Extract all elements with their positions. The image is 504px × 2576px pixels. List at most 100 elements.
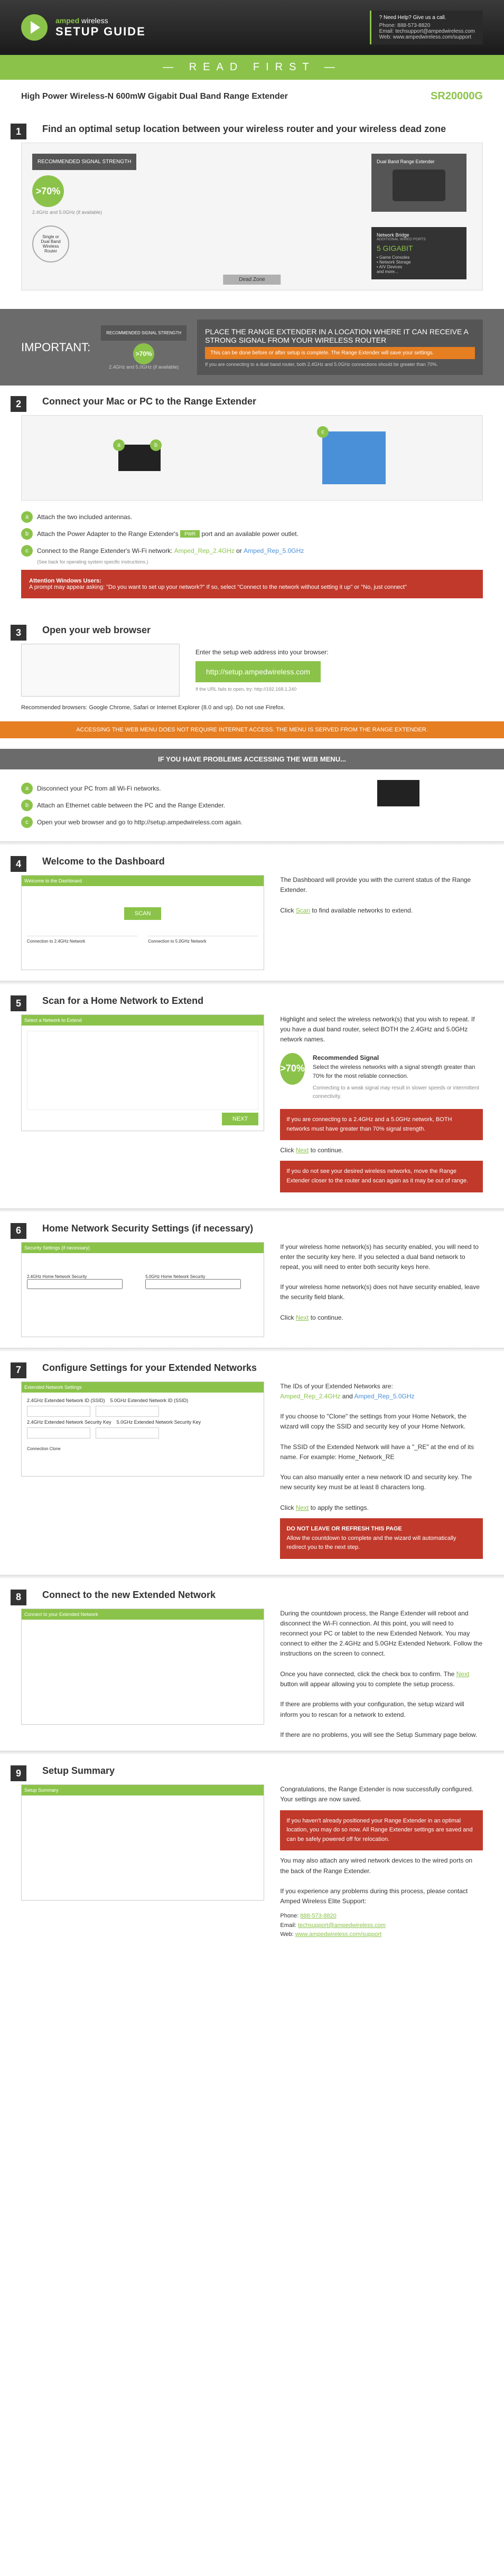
win-text: A prompt may appear asking: "Do you want… xyxy=(29,584,407,590)
next-btn[interactable]: NEXT xyxy=(222,1113,258,1125)
browser-rec: Recommended browsers: Google Chrome, Saf… xyxy=(21,704,483,711)
alt-url: If the URL fails to open, try: http://19… xyxy=(195,687,328,692)
important-label: IMPORTANT: xyxy=(21,341,90,354)
phone-label: Phone: xyxy=(280,1913,298,1919)
s7-red-sub: Allow the countdown to complete and the … xyxy=(286,1535,456,1551)
step-9-title: Setup Summary xyxy=(42,1765,483,1776)
s9-red: If you haven't already positioned your R… xyxy=(280,1810,483,1851)
conn24: Connection to 2.4GHz Network xyxy=(27,936,137,944)
important-text: PLACE THE RANGE EXTENDER IN A LOCATION W… xyxy=(197,319,483,375)
s7-f24: 2.4GHz Extended Network ID (SSID) xyxy=(27,1398,105,1403)
or: or xyxy=(236,547,242,554)
bridge-box: Network Bridge ADDITIONAL WIRED PORTS 5 … xyxy=(371,227,466,279)
help-phone: Phone: 888-573-8820 xyxy=(379,23,475,29)
step-8-title: Connect to the new Extended Network xyxy=(42,1590,483,1601)
s4-text1: The Dashboard will provide you with the … xyxy=(280,875,483,895)
step-9-number: 9 xyxy=(11,1765,26,1781)
help-web: Web: www.ampedwireless.com/support xyxy=(379,34,475,40)
s9-text1: Congratulations, the Range Extender is n… xyxy=(280,1784,483,1804)
extender-eth-icon xyxy=(377,780,419,806)
s5-next: Click Next to continue. xyxy=(280,1145,483,1155)
s8-text1: During the countdown process, the Range … xyxy=(280,1609,483,1659)
sec5-input[interactable] xyxy=(145,1279,241,1289)
scan-screenshot: Select a Network to Extend NEXT xyxy=(21,1014,264,1131)
placement-diagram: RECOMMENDED SIGNAL STRENGTH >70% 2.4GHz … xyxy=(21,143,483,290)
extender-icon: ab xyxy=(118,445,161,471)
step-1: 1 Find an optimal setup location between… xyxy=(0,113,504,309)
s6-f24: 2.4GHz Home Network Security xyxy=(27,1274,140,1279)
s5-red2: If you do not see your desired wireless … xyxy=(280,1161,483,1192)
s5-red1: If you are connecting to a 2.4GHz and a … xyxy=(280,1109,483,1140)
step-5: 5 Scan for a Home Network to Extend Sele… xyxy=(0,985,504,1208)
security-screenshot: Security Settings (if necessary) 2.4GHz … xyxy=(21,1242,264,1337)
reconnect-screenshot: Connect to your Extended Network xyxy=(21,1609,264,1725)
s6-text1: If your wireless home network(s) has sec… xyxy=(280,1242,483,1273)
sec24-input[interactable] xyxy=(27,1279,123,1289)
s9-text3: If you experience any problems during th… xyxy=(280,1886,483,1906)
step-6: 6 Home Network Security Settings (if nec… xyxy=(0,1212,504,1348)
step-3: 3 Open your web browser Enter the setup … xyxy=(0,614,504,721)
router-circle: Single or Dual Band Wireless Router xyxy=(32,225,69,262)
ss9-title: Setup Summary xyxy=(22,1785,264,1795)
s6-text2: If your wireless home network(s) does no… xyxy=(280,1282,483,1302)
web-val[interactable]: www.ampedwireless.com/support xyxy=(295,1931,381,1938)
inst-a: aAttach the two included antennas. xyxy=(21,509,483,525)
ssid24-input[interactable] xyxy=(27,1406,90,1417)
email-label: Email: xyxy=(280,1922,296,1929)
inst-b: bAttach the Power Adapter to the Range E… xyxy=(21,525,483,542)
signal-pct: >70% xyxy=(32,175,64,207)
conn5: Connection to 5.0GHz Network xyxy=(148,936,258,944)
play-icon xyxy=(21,14,48,41)
step-1-number: 1 xyxy=(11,124,26,139)
setup-url[interactable]: http://setup.ampedwireless.com xyxy=(195,661,321,682)
bridge-items: • Game Consoles • Network Storage • A/V … xyxy=(377,255,461,274)
email-val[interactable]: techsupport@ampedwireless.com xyxy=(298,1922,386,1929)
product-header: High Power Wireless-N 600mW Gigabit Dual… xyxy=(0,80,504,113)
logo-area: amped wireless SETUP GUIDE xyxy=(21,14,146,41)
s6-f5: 5.0GHz Home Network Security xyxy=(145,1274,258,1279)
imp-sub: This can be done before or after setup i… xyxy=(205,347,475,359)
s8-text2: Once you have connected, click the check… xyxy=(280,1669,483,1689)
step-5-number: 5 xyxy=(11,995,26,1011)
inst-c-text: Connect to the Range Extender's Wi-Fi ne… xyxy=(37,547,172,554)
summary-screenshot: Setup Summary xyxy=(21,1784,264,1901)
s4-text2: Click Scan to find available networks to… xyxy=(280,906,483,916)
key24-input[interactable] xyxy=(27,1427,90,1439)
s7-text4: You can also manually enter a new networ… xyxy=(280,1472,483,1492)
s5-pct: >70% xyxy=(280,1053,305,1085)
dual-band-title: Dual Band Range Extender xyxy=(377,159,461,164)
imp-pct: >70% xyxy=(133,343,154,364)
step-6-title: Home Network Security Settings (if neces… xyxy=(42,1223,483,1234)
help-email: Email: techsupport@ampedwireless.com xyxy=(379,29,475,34)
phone-val[interactable]: 888-573-8820 xyxy=(300,1913,337,1919)
s5-rec-title: Recommended Signal xyxy=(313,1054,379,1061)
rec-signal-label: RECOMMENDED SIGNAL STRENGTH xyxy=(32,154,136,170)
step-3-number: 3 xyxy=(11,625,26,641)
windows-warning: Attention Windows Users: A prompt may ap… xyxy=(21,570,483,598)
step-3-title: Open your web browser xyxy=(42,625,483,636)
step-4-title: Welcome to the Dashboard xyxy=(42,856,483,867)
dead-zone-label: Dead Zone xyxy=(223,275,281,285)
browser-mock xyxy=(21,644,180,697)
help-box: ? Need Help? Give us a call. Phone: 888-… xyxy=(370,11,483,44)
step-2-number: 2 xyxy=(11,396,26,412)
s8-text3: If there are problems with your configur… xyxy=(280,1699,483,1719)
ss5-title: Select a Network to Extend xyxy=(22,1015,264,1026)
s9-text2: You may also attach any wired network de… xyxy=(280,1856,483,1876)
ssid5-input[interactable] xyxy=(96,1406,159,1417)
help-title: ? Need Help? Give us a call. xyxy=(379,15,475,21)
s7-f5: 5.0GHz Extended Network ID (SSID) xyxy=(110,1398,189,1403)
clone-label: Connection Clone xyxy=(27,1446,258,1451)
connect-diagram: ab c xyxy=(21,415,483,501)
extender-image xyxy=(393,170,445,201)
key5-input[interactable] xyxy=(96,1427,159,1439)
scan-btn[interactable]: SCAN xyxy=(124,907,162,920)
s5-rec-text: Select the wireless networks with a sign… xyxy=(313,1063,483,1082)
product-name: High Power Wireless-N 600mW Gigabit Dual… xyxy=(21,92,288,101)
step-6-number: 6 xyxy=(11,1223,26,1239)
step-1-title: Find an optimal setup location between y… xyxy=(42,124,483,135)
s7-text1: The IDs of your Extended Networks are:Am… xyxy=(280,1381,483,1402)
inst-c-note: (See back for operating system specific … xyxy=(37,559,483,565)
problems-section: aDisconnect your PC from all Wi-Fi netwo… xyxy=(0,769,504,841)
imp-rec: RECOMMENDED SIGNAL STRENGTH xyxy=(101,325,186,341)
